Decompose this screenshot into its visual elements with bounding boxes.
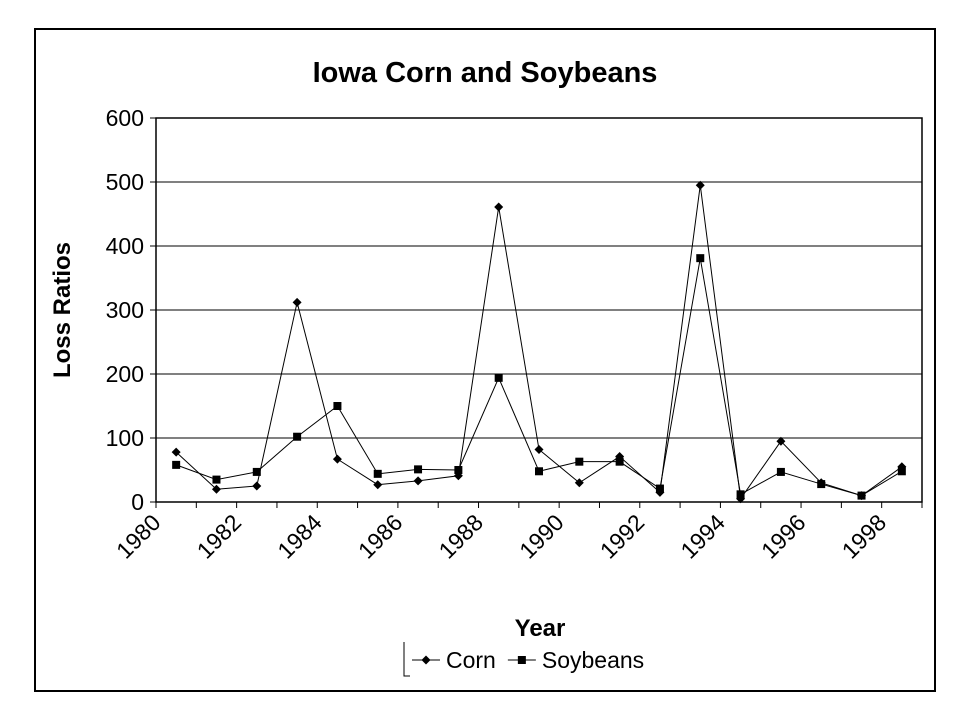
data-point-corn (252, 481, 262, 491)
data-point-soybeans (333, 402, 342, 410)
data-point-corn (695, 180, 705, 190)
legend-bracket (403, 642, 410, 677)
data-point-soybeans (696, 254, 705, 263)
data-point-corn (776, 436, 786, 446)
x-tick-label: 1982 (192, 509, 247, 564)
data-point-soybeans (535, 467, 543, 476)
data-point-corn (373, 480, 383, 490)
data-point-corn (211, 484, 221, 494)
x-tick-label: 1992 (595, 509, 650, 564)
x-tick-label: 1984 (272, 509, 327, 564)
legend: Corn Soybeans (403, 642, 644, 677)
legend-label-corn: Corn (446, 647, 496, 673)
data-point-soybeans (454, 466, 463, 474)
y-tick-label: 200 (106, 361, 144, 387)
y-tick-label: 300 (106, 297, 144, 323)
y-tick-label: 600 (106, 105, 144, 131)
data-point-soybeans (655, 484, 664, 493)
data-point-soybeans (615, 457, 624, 466)
data-point-corn (292, 297, 302, 307)
y-tick-label: 100 (106, 425, 144, 451)
x-axis-label: Year (515, 615, 566, 642)
data-point-soybeans (414, 465, 423, 474)
y-axis-ticks: 0 100 200 300 400 500 600 (106, 105, 156, 515)
x-tick-label: 1996 (756, 509, 811, 564)
y-tick-label: 0 (131, 489, 144, 515)
y-tick-label: 500 (106, 169, 144, 195)
data-point-soybeans (736, 490, 745, 499)
data-point-corn (332, 454, 342, 464)
data-point-soybeans (897, 467, 906, 476)
x-tick-label: 1988 (433, 509, 488, 564)
data-point-soybeans (575, 457, 584, 466)
data-point-corn (534, 445, 544, 455)
x-tick-label: 1998 (837, 509, 892, 564)
x-tick-label: 1994 (675, 509, 730, 564)
grid-lines (156, 181, 922, 439)
x-tick-label: 1980 (111, 509, 166, 564)
data-point-soybeans (172, 460, 181, 469)
data-point-soybeans (293, 432, 302, 441)
data-markers (171, 180, 907, 504)
data-point-soybeans (857, 491, 866, 500)
x-tick-label: 1986 (353, 509, 408, 564)
data-point-soybeans (212, 475, 221, 484)
series-line-soybeans (175, 258, 903, 497)
y-axis-label: Loss Ratios (49, 242, 76, 378)
data-point-corn (574, 478, 584, 488)
chart-frame (34, 28, 936, 692)
data-point-soybeans (776, 467, 785, 476)
data-point-soybeans (373, 469, 382, 478)
y-tick-label: 400 (106, 233, 144, 259)
data-point-corn (494, 202, 504, 212)
data-point-corn (171, 447, 181, 457)
legend-marker-corn (421, 655, 431, 665)
data-point-corn (413, 476, 423, 486)
chart-title: Iowa Corn and Soybeans (313, 57, 658, 89)
legend-label-soybeans: Soybeans (542, 647, 644, 673)
data-point-soybeans (252, 467, 261, 476)
data-point-soybeans (494, 373, 503, 382)
x-axis-ticks: 1980 1982 1984 1986 1988 1990 1992 1994 1996 1998 (111, 502, 923, 564)
legend-marker-soybeans (517, 656, 526, 664)
x-tick-label: 1990 (514, 509, 569, 564)
data-point-soybeans (817, 480, 826, 489)
